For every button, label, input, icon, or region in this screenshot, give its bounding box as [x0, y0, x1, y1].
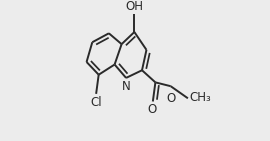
- Text: CH₃: CH₃: [189, 91, 211, 104]
- Text: O: O: [147, 103, 156, 116]
- Text: Cl: Cl: [90, 96, 102, 109]
- Text: OH: OH: [125, 0, 143, 13]
- Text: O: O: [167, 92, 176, 105]
- Text: N: N: [122, 80, 131, 93]
